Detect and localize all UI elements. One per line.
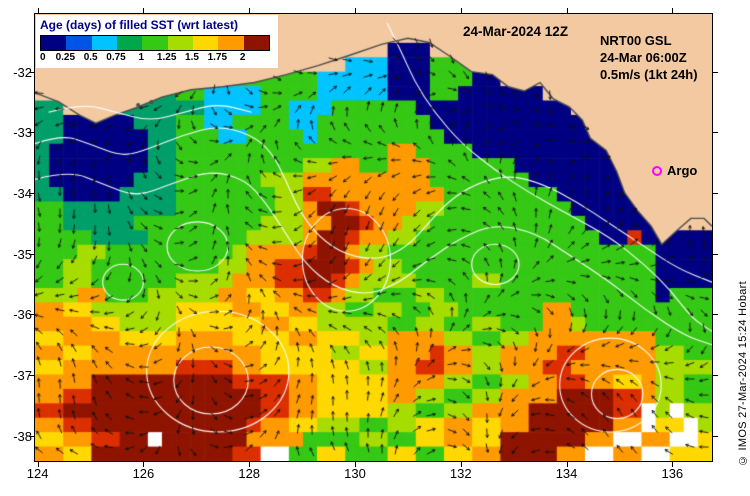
colorbar-segment [142, 36, 168, 50]
axis-tick [354, 462, 356, 467]
axis-tick [29, 314, 34, 316]
colorbar-segment [66, 36, 92, 50]
axis-tick [249, 462, 251, 467]
copyright-text: © IMOS 27-Mar-2024 15:24 Hobart [737, 280, 749, 466]
argo-label: Argo [667, 163, 698, 178]
colorbar-segment [192, 36, 219, 50]
axis-tick [29, 71, 34, 73]
y-tick-label: -38 [13, 428, 32, 444]
colorbar-tick-label: 1 [138, 52, 145, 63]
map-datetime-label: 24-Mar-2024 12Z [463, 24, 569, 39]
y-tick-label: -37 [13, 367, 32, 383]
colorbar-tick-label: 0.25 [55, 52, 76, 63]
axis-tick [354, 8, 356, 13]
y-tick-label: -35 [13, 246, 32, 262]
axis-tick [37, 8, 39, 13]
vector-scale-label: 0.5m/s (1kt 24h) [600, 67, 698, 82]
sst-age-field-canvas [35, 14, 712, 461]
colorbar-tick-label: 0.75 [106, 52, 126, 63]
axis-tick [37, 462, 39, 467]
axis-tick [143, 8, 145, 13]
axis-tick [566, 8, 568, 13]
model-info: NRT00 GSL 24-Mar 06:00Z 0.5m/s (1kt 24h) [600, 32, 698, 83]
x-tick-label: 124 [26, 466, 49, 481]
x-tick-label: 126 [132, 466, 155, 481]
argo-marker: Argo [652, 163, 697, 178]
axis-tick [460, 8, 462, 13]
x-tick-label: 132 [449, 466, 472, 481]
axis-tick [713, 314, 718, 316]
colorbar-tick-label: 0 [40, 52, 46, 63]
model-name: NRT00 GSL [600, 33, 672, 48]
x-tick-label: 134 [555, 466, 578, 481]
axis-tick [566, 462, 568, 467]
colorbar-tick-label: 1.5 [185, 52, 199, 63]
axis-tick [672, 8, 674, 13]
colorbar-segment [243, 36, 269, 50]
axis-tick [672, 462, 674, 467]
axis-tick [713, 192, 718, 194]
axis-tick [713, 374, 718, 376]
axis-tick [29, 132, 34, 134]
colorbar-tick-label: 0.5 [83, 52, 98, 63]
axis-tick [249, 8, 251, 13]
axis-tick [713, 71, 718, 73]
colorbar-tick-label: 2 [239, 52, 246, 63]
colorbar-tick-label: 1.75 [207, 52, 228, 63]
colorbar-segment [41, 36, 67, 50]
colorbar-segment [116, 36, 143, 50]
axis-tick [713, 435, 718, 437]
axis-tick [143, 462, 145, 467]
colorbar-tick-label: 1.25 [156, 52, 177, 63]
argo-float-icon [652, 165, 662, 176]
colorbar-segment [91, 36, 117, 50]
axis-tick [713, 253, 718, 255]
axis-tick [460, 462, 462, 467]
colorbar-segment [218, 36, 244, 50]
axis-tick [713, 132, 718, 134]
axis-tick [29, 192, 34, 194]
colorbar-tick-labels: 0 0.25 0.5 0.75 1 1.25 1.5 1.75 2 [40, 51, 268, 63]
y-tick-label: -36 [13, 307, 32, 323]
colorbar-segment [167, 36, 193, 50]
colorbar [40, 35, 270, 51]
x-tick-label: 128 [238, 466, 261, 481]
x-tick-label: 130 [344, 466, 366, 481]
model-run-time: 24-Mar 06:00Z [600, 50, 687, 65]
y-tick-label: -34 [13, 185, 32, 201]
axis-tick [29, 374, 34, 376]
y-tick-label: -32 [13, 64, 32, 80]
axis-tick [29, 435, 34, 437]
axis-tick [29, 253, 34, 255]
x-tick-label: 136 [661, 466, 684, 481]
y-tick-label: -33 [13, 125, 32, 141]
legend-title: Age (days) of filled SST (wrt latest) [40, 18, 239, 32]
